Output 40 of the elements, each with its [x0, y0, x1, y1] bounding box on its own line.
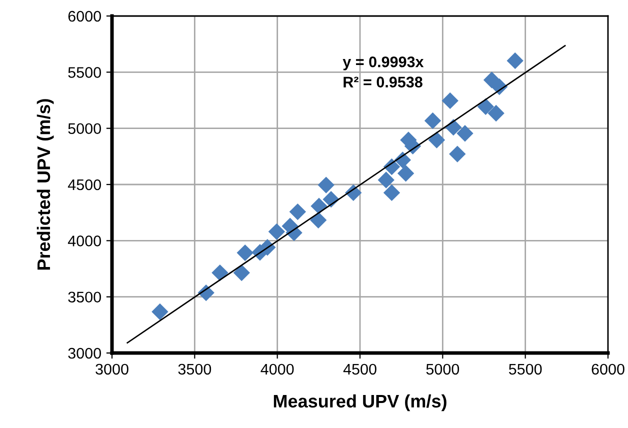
point [428, 132, 445, 148]
y-tick-label: 5500 [68, 67, 101, 78]
point [310, 212, 326, 228]
point [152, 304, 168, 320]
point [212, 264, 228, 281]
x-tick-label: 3000 [96, 364, 128, 375]
point [478, 98, 494, 115]
y-tick-label: 5000 [68, 123, 101, 134]
y-tick-label: 3000 [68, 348, 101, 359]
point [237, 244, 254, 261]
point [445, 119, 462, 136]
x-tick-label: 3500 [178, 364, 212, 375]
x-tick-label: 4000 [260, 364, 294, 375]
point [449, 146, 466, 162]
y-tick-label: 4000 [68, 236, 101, 246]
point [456, 125, 474, 142]
y-tick-label: 4500 [68, 179, 101, 190]
annotation: y = 0.9993x [342, 56, 424, 70]
y-axis-title: Predicted UPV (m/s) [36, 99, 54, 270]
point [318, 177, 334, 194]
point [424, 112, 441, 129]
y-tick-label: 6000 [68, 10, 101, 22]
point [488, 105, 504, 122]
x-tick-label: 5500 [508, 364, 542, 375]
y-tick-label: 3500 [68, 292, 101, 303]
x-tick-label: 4500 [343, 364, 376, 375]
point [384, 184, 400, 201]
point [378, 172, 394, 188]
point [290, 204, 306, 220]
point [507, 52, 524, 69]
annotation: R² = 0.9538 [344, 76, 422, 88]
point [442, 92, 458, 109]
point [484, 72, 500, 88]
x-tick-label: 5000 [426, 364, 460, 375]
x-tick-label: 6000 [592, 364, 624, 375]
point [268, 224, 285, 240]
x-axis-title: Measured UPV (m/s) [274, 394, 446, 412]
point [398, 165, 414, 182]
point [310, 198, 328, 214]
point [234, 264, 250, 281]
